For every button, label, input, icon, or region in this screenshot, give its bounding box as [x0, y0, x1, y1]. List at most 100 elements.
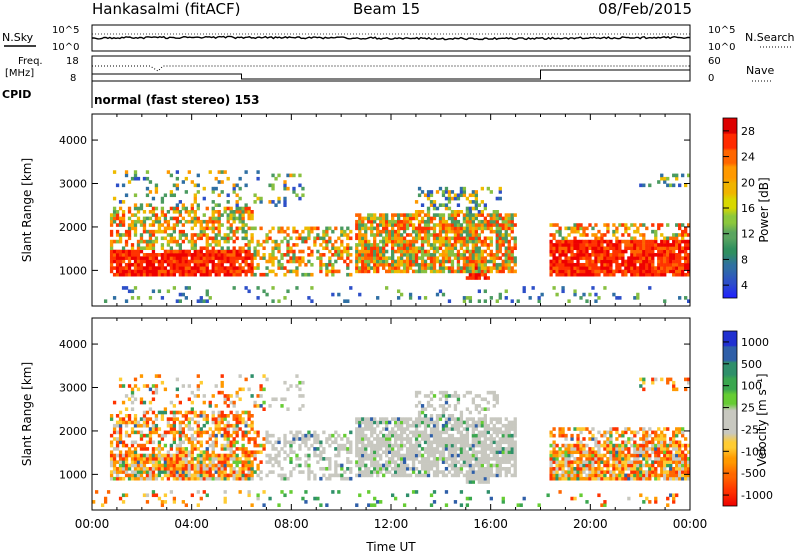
heatmap-cell [232, 262, 236, 267]
heatmap-cell [265, 460, 269, 464]
heatmap-cell [468, 463, 473, 468]
heatmap-cell [603, 500, 607, 504]
heatmap-cell [429, 219, 434, 224]
heatmap-cell [537, 299, 541, 303]
heatmap-cell [325, 440, 329, 445]
heatmap-cell [402, 470, 407, 474]
heatmap-cell [202, 229, 206, 234]
heatmap-cell [471, 213, 476, 217]
heatmap-cell [510, 229, 514, 234]
heatmap-cell [196, 394, 200, 398]
heatmap-cell [271, 173, 275, 178]
heatmap-cell [388, 443, 392, 448]
heatmap-cell [435, 246, 440, 251]
heatmap-cell [196, 414, 200, 418]
heatmap-cell [549, 470, 553, 474]
heatmap-cell [211, 239, 215, 244]
heatmap-cell [405, 259, 410, 264]
heatmap-cell [564, 262, 568, 267]
heatmap-cell [567, 233, 571, 237]
heatmap-cell [316, 233, 320, 237]
heatmap-cell [391, 216, 395, 221]
heatmap-cell [585, 262, 589, 267]
heatmap-cell [211, 450, 215, 455]
heatmap-cell [163, 249, 168, 254]
heatmap-cell [202, 269, 206, 274]
heatmap-cell [286, 407, 290, 411]
heatmap-cell [166, 453, 171, 458]
heatmap-cell [172, 259, 177, 264]
heatmap-cell [280, 397, 284, 402]
heatmap-cell [435, 206, 440, 211]
heatmap-cell [184, 410, 188, 415]
heatmap-cell [148, 466, 153, 471]
heatmap-cell [334, 473, 338, 478]
heatmap-cell [187, 460, 191, 464]
heatmap-cell [609, 262, 613, 267]
heatmap-cell [286, 239, 290, 244]
heatmap-cell [456, 394, 461, 398]
heatmap-cell [453, 440, 458, 445]
heatmap-cell [549, 430, 553, 435]
heatmap-cell [211, 259, 215, 264]
heatmap-cell [594, 269, 598, 274]
heatmap-cell [295, 437, 299, 441]
heatmap-cell [474, 262, 479, 267]
heatmap-cell [450, 246, 455, 251]
heatmap-cell [435, 450, 440, 455]
heatmap-cell [555, 223, 559, 227]
heatmap-cell [651, 229, 655, 234]
heatmap-cell [441, 473, 446, 478]
heatmap-cell [388, 440, 392, 445]
heatmap-cell [477, 210, 481, 214]
heatmap-cell [343, 299, 347, 303]
heatmap-cell [504, 450, 508, 455]
heatmap-cell [232, 450, 236, 455]
heatmap-cell [438, 203, 443, 207]
heatmap-cell [211, 417, 215, 421]
heatmap-cell [669, 246, 673, 251]
heatmap-cell [465, 196, 470, 201]
heatmap-cell [561, 266, 565, 270]
heatmap-cell [612, 460, 616, 464]
heatmap-cell [477, 466, 481, 471]
heatmap-cell [142, 493, 147, 498]
heatmap-cell [271, 186, 275, 191]
heatmap-cell [148, 473, 153, 478]
heatmap-cell [136, 470, 141, 474]
heatmap-cell [376, 233, 380, 237]
heatmap-cell [414, 262, 419, 267]
heatmap-cell [190, 457, 194, 461]
heatmap-cell [259, 384, 263, 388]
heatmap-cell [370, 216, 374, 221]
heatmap-cell [235, 256, 239, 260]
heatmap-cell [370, 440, 374, 445]
heatmap-cell [265, 259, 269, 264]
heatmap-cell [298, 173, 302, 178]
heatmap-cell [408, 453, 413, 458]
heatmap-cell [474, 216, 479, 221]
heatmap-cell [639, 253, 643, 257]
heatmap-cell [250, 466, 254, 471]
heatmap-cell [612, 253, 616, 257]
heatmap-cell [232, 414, 236, 418]
heatmap-cell [295, 272, 299, 277]
heatmap-cell [606, 259, 610, 264]
heatmap-cell [292, 433, 296, 438]
heatmap-cell [594, 292, 598, 297]
heatmap-cell [376, 229, 380, 234]
heatmap-cell [235, 390, 239, 395]
heatmap-cell [615, 246, 619, 251]
heatmap-cell [130, 296, 135, 300]
heatmap-cell [504, 233, 508, 237]
heatmap-cell [495, 417, 499, 421]
heatmap-cell [184, 296, 188, 300]
heatmap-cell [396, 249, 401, 254]
heatmap-cell [570, 272, 574, 277]
heatmap-cell [675, 256, 679, 260]
heatmap-cell [235, 229, 239, 234]
heatmap-cell [292, 186, 296, 191]
heatmap-cell [501, 269, 505, 274]
heatmap-cell [429, 190, 434, 194]
heatmap-cell [474, 266, 479, 270]
